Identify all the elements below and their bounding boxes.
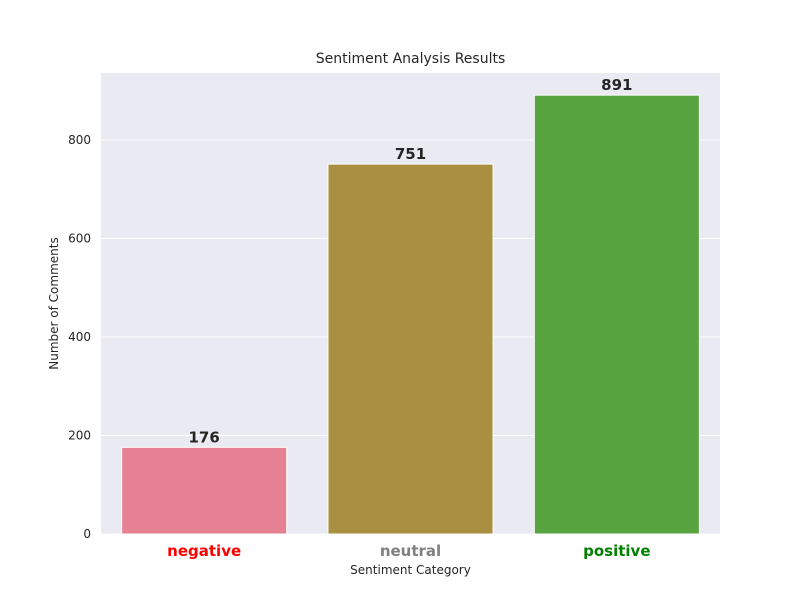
x-tick-label-positive: positive — [583, 542, 650, 560]
bar-neutral — [327, 163, 494, 535]
y-tick-label: 800 — [68, 133, 91, 147]
bars — [121, 94, 700, 535]
bar-positive — [533, 94, 700, 535]
x-tick-label-neutral: neutral — [380, 542, 441, 560]
x-axis-label: Sentiment Category — [350, 563, 471, 577]
value-label-neutral: 751 — [395, 145, 426, 163]
y-tick-label: 200 — [68, 428, 91, 442]
y-tick-label: 400 — [68, 330, 91, 344]
value-label-positive: 891 — [601, 76, 632, 94]
y-axis-ticks: 0 200 400 600 800 — [68, 133, 91, 541]
y-tick-label: 600 — [68, 231, 91, 245]
value-label-negative: 176 — [189, 428, 220, 446]
chart-title: Sentiment Analysis Results — [316, 51, 506, 67]
y-tick-label: 0 — [83, 527, 91, 541]
y-axis-label: Number of Comments — [47, 237, 61, 369]
x-axis-ticks: negative neutral positive — [167, 542, 650, 560]
bar-negative — [121, 446, 288, 535]
x-tick-label-negative: negative — [167, 542, 241, 560]
value-labels: 176 751 891 — [189, 76, 633, 446]
